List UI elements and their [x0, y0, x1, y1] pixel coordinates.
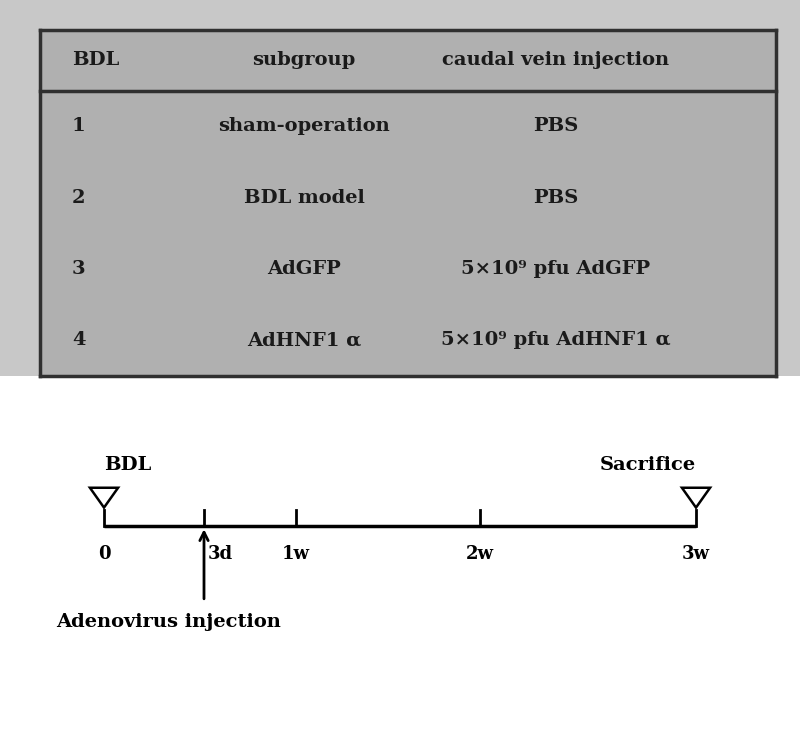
Text: 5×10⁹ pfu AdHNF1 α: 5×10⁹ pfu AdHNF1 α	[441, 332, 671, 350]
Text: 0: 0	[98, 545, 110, 563]
Bar	[0, 0, 800, 376]
Text: 4: 4	[72, 332, 86, 350]
Text: 1w: 1w	[282, 545, 310, 563]
Text: PBS: PBS	[534, 189, 578, 207]
Text: 3: 3	[72, 260, 86, 278]
Text: BDL model: BDL model	[243, 189, 365, 207]
Text: BDL: BDL	[72, 51, 119, 69]
Bar	[40, 30, 776, 376]
Text: subgroup: subgroup	[252, 51, 356, 69]
Text: 3w: 3w	[682, 545, 710, 563]
Text: AdGFP: AdGFP	[267, 260, 341, 278]
Text: AdHNF1 α: AdHNF1 α	[247, 332, 361, 350]
Text: PBS: PBS	[534, 117, 578, 135]
Text: Adenovirus injection: Adenovirus injection	[56, 613, 281, 631]
Text: 5×10⁹ pfu AdGFP: 5×10⁹ pfu AdGFP	[462, 260, 650, 278]
Bar	[0, 376, 800, 752]
Text: Sacrifice: Sacrifice	[600, 456, 696, 475]
Text: 2: 2	[72, 189, 86, 207]
Text: sham-operation: sham-operation	[218, 117, 390, 135]
Text: BDL: BDL	[104, 456, 151, 475]
Text: 1: 1	[72, 117, 86, 135]
Text: 2w: 2w	[466, 545, 494, 563]
Text: caudal vein injection: caudal vein injection	[442, 51, 670, 69]
Text: 3d: 3d	[208, 545, 233, 563]
